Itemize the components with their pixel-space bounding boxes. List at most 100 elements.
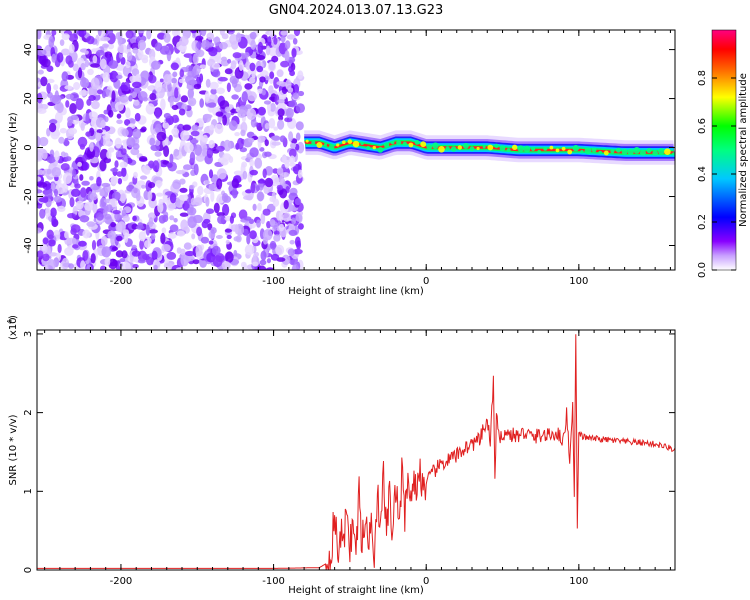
heatmap-noise-cell (295, 121, 304, 131)
heatmap-noise-cell (84, 50, 89, 55)
heatmap-noise-cell (104, 256, 111, 267)
heatmap-noise-cell (51, 215, 57, 226)
heatmap-noise-cell (145, 103, 155, 115)
heatmap-noise-cell (288, 131, 294, 142)
heatmap-signal-blob (543, 146, 548, 151)
heatmap-noise-cell (106, 204, 113, 213)
heatmap-noise-cell (75, 98, 84, 111)
heatmap-noise-cell (51, 53, 57, 63)
heatmap-noise-cell (114, 137, 122, 149)
heatmap-noise-cell (131, 250, 141, 257)
heatmap-noise-cell (285, 79, 292, 90)
heatmap-noise-cell (37, 189, 43, 194)
heatmap-noise-cell (231, 178, 240, 189)
heatmap-signal-blob (383, 142, 390, 148)
heatmap-noise-cell (228, 120, 238, 131)
heatmap-noise-cell (224, 106, 231, 113)
heatmap-noise-cell (147, 190, 153, 202)
heatmap-noise-cell (246, 108, 257, 120)
heatmap-noise-cell (47, 259, 56, 270)
heatmap-noise-cell (62, 172, 73, 185)
heatmap-noise-cell (291, 264, 300, 270)
heatmap-noise-cell (40, 76, 48, 87)
heatmap-noise-cell (62, 182, 69, 193)
heatmap-noise-cell (41, 58, 51, 68)
heatmap-noise-cell (103, 109, 109, 115)
heatmap-noise-cell (179, 69, 185, 78)
heatmap-noise-cell (86, 35, 95, 45)
heatmap-noise-cell (70, 188, 81, 197)
heatmap-noise-cell (289, 162, 296, 167)
heatmap-noise-cell (261, 89, 266, 96)
heatmap-noise-cell (259, 76, 266, 83)
heatmap-noise-cell (45, 207, 51, 218)
heatmap-noise-cell (267, 101, 271, 114)
heatmap-signal-blob (432, 142, 439, 149)
heatmap-noise-cell (51, 167, 62, 178)
heatmap-noise-cell (169, 96, 174, 109)
heatmap-noise-cell (297, 169, 303, 179)
heatmap-noise-cell (219, 30, 225, 36)
heatmap-x-tick-label: -100 (262, 276, 285, 287)
heatmap-noise-cell (293, 30, 301, 37)
heatmap-noise-cell (69, 103, 77, 114)
snr-x-tick-label: 100 (569, 576, 588, 587)
heatmap-noise-cell (180, 95, 189, 103)
heatmap-noise-cell (218, 42, 228, 50)
snr-x-label: Height of straight line (km) (288, 585, 424, 596)
heatmap-signal-blob (482, 145, 486, 149)
heatmap-noise-cell (289, 70, 295, 77)
heatmap-signal-blob (523, 145, 531, 153)
heatmap-noise-cell (155, 123, 162, 134)
heatmap-signal-blob (621, 148, 628, 155)
heatmap-noise-cell (159, 45, 170, 55)
heatmap-noise-cell (150, 144, 160, 151)
heatmap-signal-blob (616, 147, 621, 153)
heatmap-noise-cell (238, 60, 244, 72)
heatmap-noise-cell (269, 71, 275, 79)
snr-y-axis: 0 1 2 3 (23, 331, 675, 573)
heatmap-noise-cell (204, 90, 210, 103)
heatmap-noise-cell (196, 226, 203, 237)
heatmap-noise-cell (215, 235, 223, 239)
heatmap-noise-cell (111, 90, 116, 103)
heatmap-noise-cell (171, 77, 177, 84)
heatmap-noise-cell (216, 212, 226, 217)
heatmap-noise-cell (208, 183, 216, 191)
heatmap-noise-cell (68, 43, 75, 54)
heatmap-noise-cell (114, 160, 119, 168)
heatmap-noise-cell (273, 230, 280, 236)
heatmap-noise-cell (294, 198, 302, 206)
heatmap-noise-cell (256, 65, 264, 73)
heatmap-noise-cell (116, 119, 123, 125)
heatmap-noise-cell (270, 135, 281, 141)
heatmap-noise-cell (92, 201, 98, 214)
snr-series-line (37, 334, 675, 570)
heatmap-noise-cell (175, 170, 186, 175)
heatmap-noise-cell (194, 144, 203, 156)
heatmap-noise-cell (120, 84, 128, 92)
heatmap-noise-cell (229, 215, 234, 224)
heatmap-noise-cell (53, 188, 59, 197)
heatmap-noise-cell (79, 215, 90, 223)
heatmap-noise-cell (149, 93, 157, 101)
heatmap-noise-cell (41, 260, 48, 266)
heatmap-noise-cell (269, 219, 276, 226)
heatmap-signal-blob (476, 146, 480, 151)
heatmap-noise-cell (206, 32, 215, 40)
heatmap-noise-cell (133, 99, 140, 106)
heatmap-noise-cell (134, 112, 141, 122)
heatmap-signal-blob (390, 140, 395, 145)
heatmap-y-tick-label: 0 (23, 144, 34, 150)
heatmap-x-tick-label: -200 (110, 276, 133, 287)
heatmap-noise-cell (251, 68, 256, 79)
heatmap-noise-cell (53, 195, 62, 203)
heatmap-noise-cell (179, 212, 189, 217)
heatmap-noise-cell (37, 169, 44, 176)
heatmap-signal-blob (352, 140, 360, 148)
heatmap-noise-cell (186, 84, 193, 90)
heatmap-noise-cell (295, 103, 305, 113)
heatmap-noise-cell (245, 189, 253, 194)
heatmap-y-tick-label: 40 (23, 43, 34, 56)
heatmap-noise-cell (96, 176, 102, 187)
